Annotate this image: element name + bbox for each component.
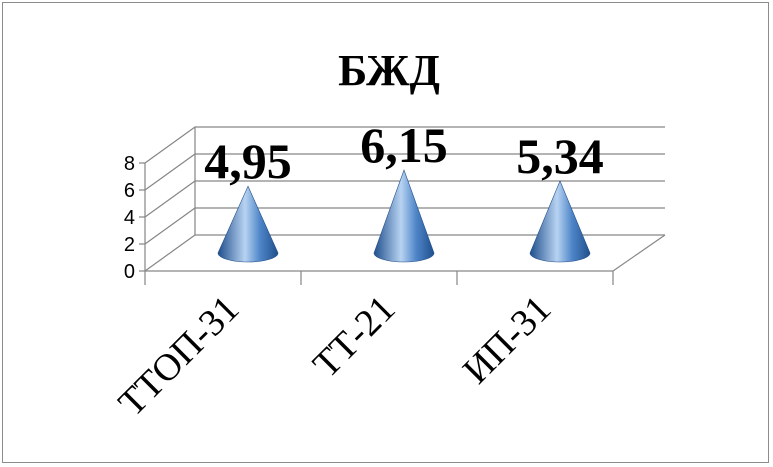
chart: БЖД 0 2 4 6 8 4,95 6,15 5,34 ТТОП-31 ТТ-21 ИП-31 [111, 46, 666, 425]
y-tick-label: 6 [124, 180, 135, 202]
y-tick-label: 0 [124, 261, 135, 283]
cone-3 [529, 180, 591, 263]
data-label-1: 4,95 [204, 133, 292, 189]
y-tick-label: 4 [124, 207, 135, 229]
y-tick-label: 2 [124, 234, 135, 256]
chart-walls [139, 126, 666, 272]
y-axis-ticks: 0 2 4 6 8 [124, 153, 135, 283]
data-label-2: 6,15 [360, 117, 448, 173]
cones [217, 169, 591, 263]
data-labels: 4,95 6,15 5,34 [204, 117, 604, 189]
x-tick-label-3: ИП-31 [455, 288, 559, 392]
chart-frame: БЖД 0 2 4 6 8 4,95 6,15 5,34 ТТОП-31 ТТ-21 ИП-31 [2, 2, 769, 463]
x-axis-labels: ТТОП-31 ТТ-21 ИП-31 [111, 288, 560, 425]
cone-2 [373, 169, 435, 263]
data-label-3: 5,34 [516, 128, 604, 184]
y-tick-label: 8 [124, 153, 135, 175]
cone-1 [217, 185, 279, 263]
chart-title: БЖД [338, 46, 440, 95]
x-axis [144, 270, 614, 285]
x-tick-label-1: ТТОП-31 [111, 288, 248, 425]
x-tick-label-2: ТТ-21 [305, 288, 403, 386]
floor-right-edge [612, 234, 666, 272]
